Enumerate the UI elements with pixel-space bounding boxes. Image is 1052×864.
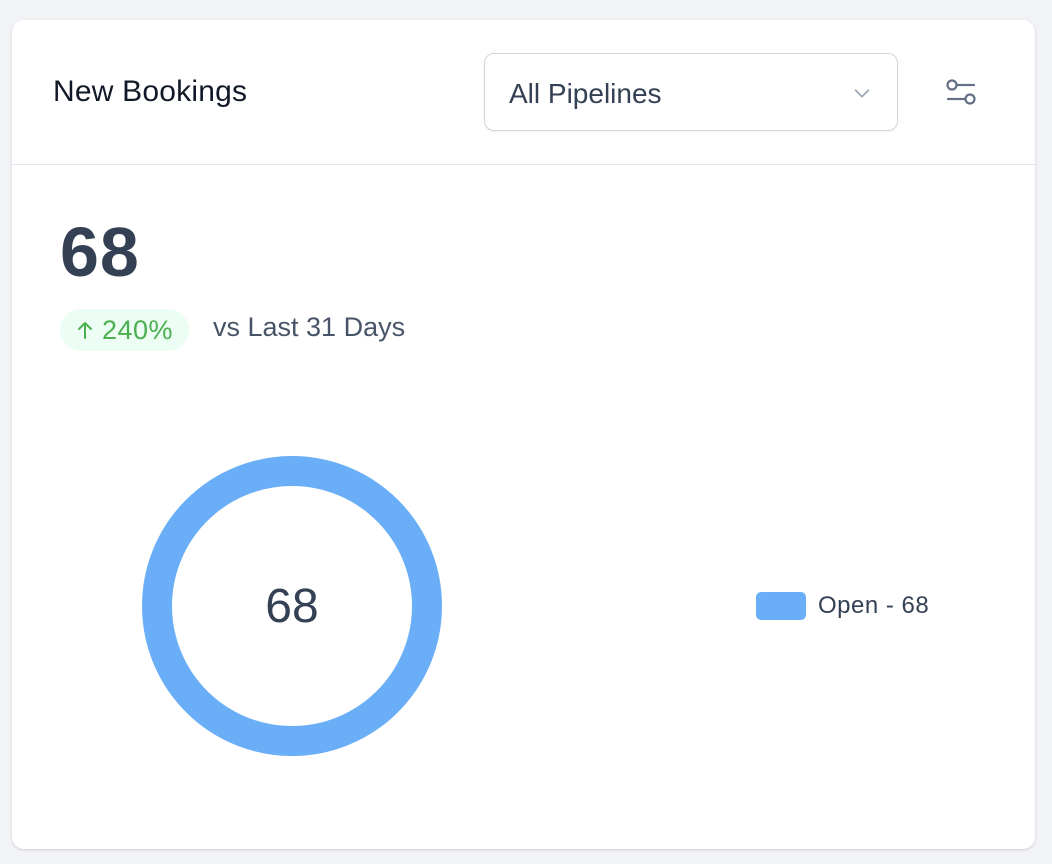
change-badge: 240% xyxy=(60,309,190,351)
pipeline-select[interactable]: All Pipelines xyxy=(484,53,898,131)
sliders-icon[interactable] xyxy=(938,72,984,114)
card-header: New Bookings All Pipelines xyxy=(12,20,1035,165)
legend-swatch-open xyxy=(756,592,806,620)
chevron-down-icon xyxy=(854,89,870,98)
arrow-up-icon xyxy=(78,322,92,339)
legend-label-open: Open - 68 xyxy=(818,592,930,619)
chart-legend: Open - 68 xyxy=(756,592,929,620)
change-percent: 240% xyxy=(102,314,174,345)
comparison-label: vs Last 31 Days xyxy=(213,312,406,342)
pipeline-select-value: All Pipelines xyxy=(509,78,662,109)
card-title: New Bookings xyxy=(53,75,248,108)
donut-chart xyxy=(142,456,442,756)
new-bookings-card: New Bookings All Pipelines 68 240% vs La… xyxy=(12,20,1035,849)
total-bookings-value: 68 xyxy=(60,213,140,291)
donut-slice-open[interactable] xyxy=(142,456,442,756)
